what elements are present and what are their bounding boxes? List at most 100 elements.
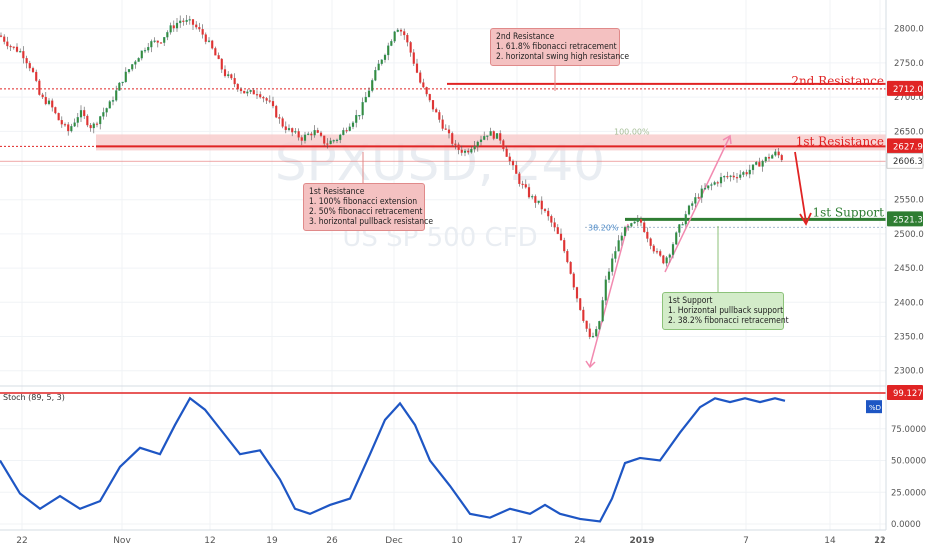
time-tick: Dec	[385, 536, 402, 546]
price-tick: 2500.0	[894, 230, 924, 240]
candle-body	[463, 150, 467, 153]
candle-body	[460, 149, 463, 153]
price-tick: 2650.0	[894, 127, 924, 137]
candle-body	[47, 100, 51, 105]
first-support-note: 1st Support 1. Horizontal pullback suppo…	[662, 292, 789, 330]
candle-body	[316, 130, 319, 133]
candle-body	[655, 251, 659, 253]
candle-body	[239, 89, 243, 92]
candle-body	[179, 20, 182, 24]
note-title: 2nd Resistance	[496, 32, 555, 42]
candle-body	[729, 175, 732, 177]
candle-body	[156, 40, 159, 43]
time-tick: 12	[874, 536, 885, 546]
candle-body	[140, 50, 143, 59]
candle-body	[230, 74, 233, 79]
time-tick: 10	[451, 536, 463, 546]
candle-body	[220, 58, 223, 70]
candle-body	[243, 90, 246, 94]
time-tick: 2019	[629, 536, 654, 546]
candle-body	[86, 115, 89, 126]
candle-body	[505, 148, 508, 157]
candle-body	[537, 200, 540, 203]
candle-body	[377, 63, 380, 71]
second-resistance-tag-bg	[887, 80, 923, 96]
note-line: 2. 38.2% fibonacci retracement	[668, 316, 789, 326]
second-resistance-label: 2nd Resistance	[791, 74, 884, 88]
candle-body	[185, 19, 188, 22]
candle-body	[703, 188, 707, 190]
candle-body	[12, 46, 15, 48]
candle-body	[236, 83, 239, 90]
price-tick: 2550.0	[894, 196, 924, 206]
candle-body	[652, 245, 655, 252]
candle-body	[767, 156, 771, 159]
time-tick: 24	[574, 536, 586, 546]
candle-body	[531, 196, 534, 198]
candle-body	[758, 162, 761, 167]
fib-100-label: 100.00%	[614, 127, 650, 136]
candle-body	[502, 140, 505, 149]
price-tick: 2350.0	[894, 332, 924, 342]
stoch-tick: 75.0000	[891, 425, 926, 435]
candle-body	[297, 131, 300, 138]
candle-body	[127, 69, 131, 73]
candle-body	[671, 244, 675, 255]
forecast-arrow	[794, 151, 807, 223]
candle-body	[15, 46, 19, 52]
candle-body	[111, 100, 115, 102]
time-tick: 17	[511, 536, 522, 546]
second-resistance-note: 2nd Resistance 1. 61.8% fibonacci retrac…	[490, 28, 629, 66]
candle-body	[364, 96, 367, 103]
candle-body	[742, 172, 745, 175]
candle-body	[719, 176, 723, 184]
candle-body	[598, 321, 601, 330]
candle-body	[169, 25, 172, 33]
candle-body	[294, 131, 297, 133]
price-tick: 2750.0	[894, 59, 924, 69]
stoch-tick: 50.0000	[891, 457, 926, 467]
candle-body	[195, 24, 198, 28]
candle-body	[393, 31, 396, 42]
price-tick: 2800.0	[894, 25, 924, 35]
stoch-tick: 0.0000	[891, 520, 921, 530]
candle-body	[403, 31, 406, 36]
candle-body	[44, 96, 47, 105]
candle-body	[467, 150, 470, 153]
candle-body	[492, 131, 495, 139]
candle-body	[271, 101, 275, 107]
candle-body	[406, 34, 409, 43]
candle-body	[313, 130, 316, 136]
candle-body	[646, 231, 649, 239]
candle-body	[367, 90, 371, 98]
candle-body	[751, 164, 755, 171]
candle-body	[735, 177, 739, 179]
candle-body	[454, 143, 457, 145]
candle-body	[102, 112, 105, 117]
candle-body	[774, 151, 777, 156]
time-tick: 22	[16, 536, 27, 546]
candle-body	[681, 224, 684, 226]
candle-body	[166, 32, 169, 38]
fib-leg-up	[589, 223, 629, 367]
candle-body	[70, 126, 73, 132]
price-tick: 2700.0	[894, 93, 924, 103]
candle-body	[777, 151, 780, 156]
candle-body	[246, 91, 249, 94]
candle-body	[585, 320, 588, 329]
candle-body	[249, 90, 252, 92]
note-title: 1st Support	[668, 296, 713, 306]
candle-body	[57, 112, 60, 121]
candle-body	[201, 29, 204, 35]
note-line: 2. 50% fibonacci retracement	[309, 207, 423, 217]
candle-body	[732, 175, 735, 178]
candle-body	[198, 27, 201, 30]
candle-body	[95, 123, 99, 125]
candle-body	[214, 48, 217, 56]
candle-body	[275, 105, 278, 118]
candle-body	[691, 203, 694, 206]
candle-body	[284, 126, 287, 131]
time-tick: 14	[824, 536, 836, 546]
candle-body	[332, 140, 335, 142]
